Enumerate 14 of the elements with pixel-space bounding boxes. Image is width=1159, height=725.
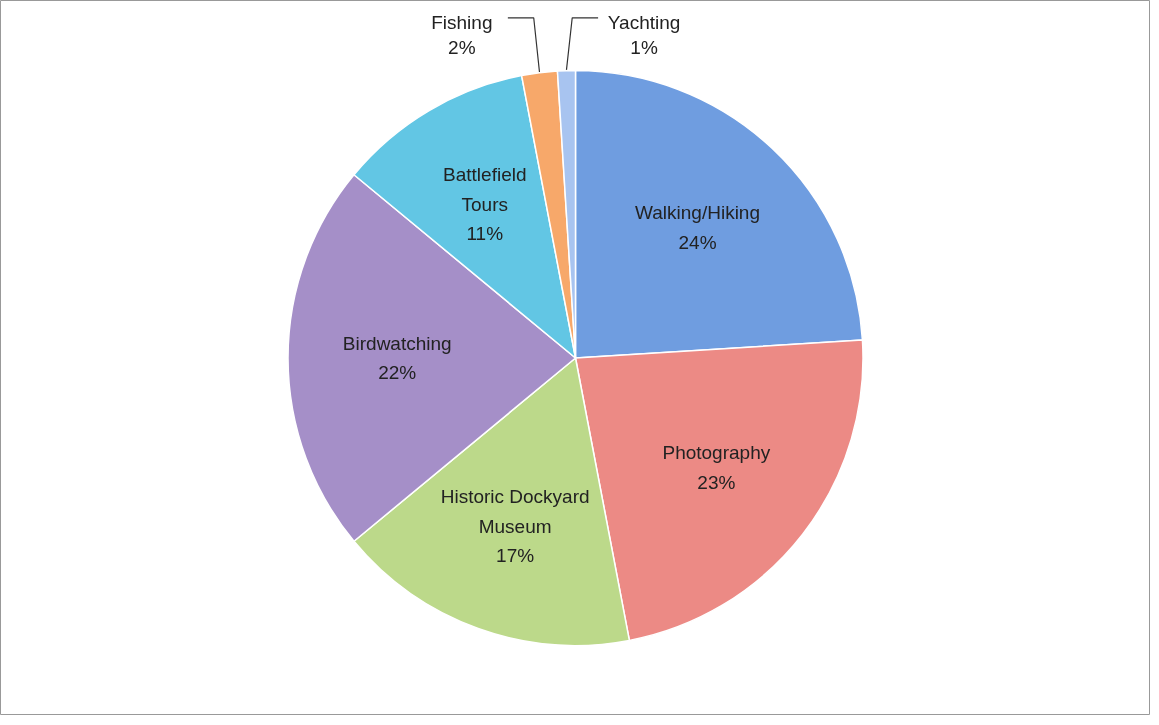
data-label: 17% — [496, 545, 535, 567]
data-label: 1% — [630, 37, 658, 59]
data-label: 11% — [466, 223, 504, 245]
data-label: 23% — [697, 471, 736, 493]
slice-label: Yachting — [607, 12, 681, 33]
slice-label: Birdwatching — [342, 332, 452, 354]
data-label: 22% — [378, 362, 417, 384]
slice-label: Historic Dockyard Museum — [440, 486, 590, 537]
data-label: 2% — [448, 37, 476, 59]
data-label: 24% — [678, 231, 717, 253]
slice-label: Fishing — [431, 12, 493, 33]
slice-label: Walking/Hiking — [635, 202, 760, 224]
slice-label: Photography — [662, 442, 771, 464]
slice-label: Battlefield Tours — [443, 164, 527, 215]
